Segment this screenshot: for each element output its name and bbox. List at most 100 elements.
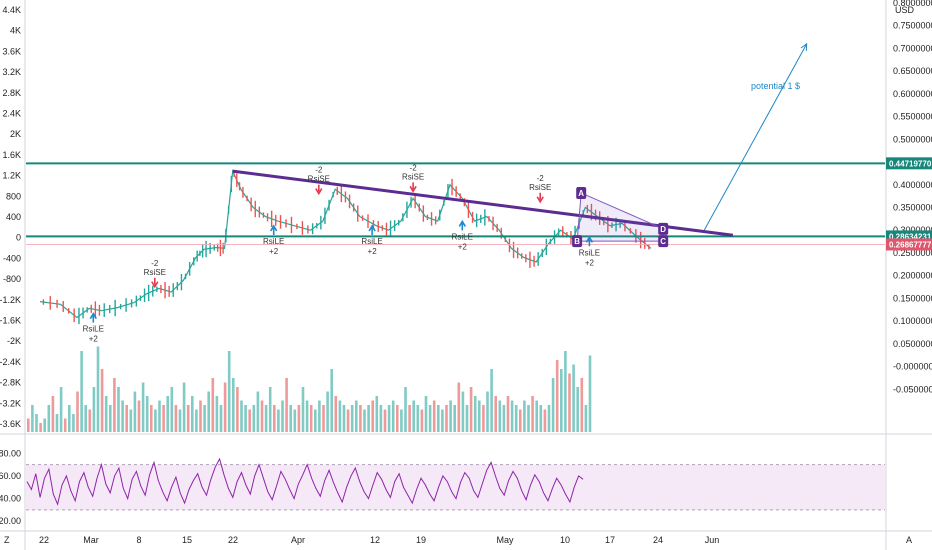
volume-bar — [232, 378, 235, 432]
time-axis-tick: 8 — [136, 535, 141, 545]
volume-bar — [506, 396, 510, 432]
volume-bar — [314, 409, 317, 432]
volume-bar — [211, 378, 215, 432]
volume-bar — [162, 405, 165, 432]
left-axis-tick: 3.2K — [2, 67, 21, 77]
volume-bar — [424, 396, 428, 432]
volume-bar — [137, 400, 141, 432]
time-axis-tick: 22 — [228, 535, 238, 545]
volume-bar — [129, 409, 133, 432]
pattern-point-label: D — [660, 225, 666, 234]
volume-bar — [281, 400, 284, 432]
price-axis-tick: 0.30000000 — [893, 225, 932, 235]
volume-bar — [301, 387, 305, 432]
buy-signal-arrow — [585, 235, 594, 247]
rsi-axis-tick: 40.00 — [0, 494, 21, 504]
volume-bar — [223, 382, 227, 432]
rsi-line — [26, 457, 584, 506]
volume-bar — [322, 405, 325, 432]
volume-bar — [551, 378, 555, 432]
volume-bar — [510, 400, 514, 432]
rsi-axis-tick: 60.00 — [0, 471, 21, 481]
signal-name: RsiLE — [579, 248, 600, 257]
volume-bar — [68, 405, 71, 432]
volume-bar — [117, 387, 120, 432]
price-axis-tick: 0.35000000 — [893, 203, 932, 213]
volume-bar — [502, 405, 506, 432]
volume-bar — [285, 378, 288, 432]
time-axis-tick: 24 — [653, 535, 663, 545]
volume-bar — [268, 387, 272, 432]
rsi-axis-tick: 20.00 — [0, 516, 21, 526]
volume-bar — [309, 405, 313, 432]
buy-signal-arrow — [458, 219, 466, 231]
volume-bar — [461, 391, 465, 432]
volume-bar — [391, 400, 395, 432]
buy-signal-arrow — [270, 224, 278, 235]
time-axis-tick: Apr — [291, 535, 305, 545]
volume-bar — [158, 400, 161, 432]
signal-value: +2 — [269, 247, 279, 256]
volume-bar — [186, 405, 190, 432]
signal-name: RsiSE — [402, 172, 424, 181]
volume-bar — [297, 405, 301, 432]
volume-bar — [59, 387, 63, 432]
time-axis-tick: 15 — [182, 535, 192, 545]
pattern-point-label: C — [660, 237, 666, 246]
volume-bar — [76, 391, 79, 432]
volume-bar — [560, 369, 563, 432]
volume-bar — [519, 409, 522, 432]
signal-name: RsiLE — [361, 237, 382, 246]
volume-bar — [428, 405, 432, 432]
volume-bar — [55, 414, 59, 432]
volume-bar — [494, 396, 497, 432]
volume-bar — [432, 400, 436, 432]
buy-signal-arrow — [89, 312, 97, 323]
volume-bar — [199, 400, 202, 432]
volume-bar — [457, 382, 461, 432]
volume-bar — [113, 378, 116, 432]
time-axis-tick: 17 — [605, 535, 615, 545]
signal-name: RsiSE — [529, 183, 551, 192]
volume-bar — [170, 387, 174, 432]
time-axis-tick: 12 — [370, 535, 380, 545]
zoom-z-button[interactable]: Z — [4, 535, 10, 545]
volume-bar — [166, 396, 169, 432]
auto-scale-button[interactable]: A — [906, 535, 912, 545]
signal-value: -2 — [537, 174, 545, 183]
volume-bar — [555, 360, 559, 432]
volume-bar — [498, 400, 502, 432]
left-axis-tick: 4K — [10, 26, 21, 36]
volume-bar — [572, 364, 575, 432]
rsi-axis-tick: 80.00 — [0, 448, 21, 458]
volume-bar — [449, 400, 452, 432]
signal-value: +2 — [458, 242, 468, 251]
price-axis-tick: 0.15000000 — [893, 293, 932, 303]
left-axis-tick: -400 — [3, 253, 21, 263]
volume-bar — [252, 405, 256, 432]
level-price-label: 0.44719770 — [889, 159, 932, 168]
volume-bar — [359, 405, 362, 432]
pattern-point-marker — [658, 222, 669, 235]
volume-bar — [227, 351, 231, 432]
projection-arrow-line — [703, 43, 808, 231]
time-axis-tick: 10 — [560, 535, 570, 545]
price-axis-tick: 0.80000000 — [893, 0, 932, 8]
volume-bar — [580, 378, 584, 432]
volume-bar — [588, 355, 592, 432]
volume-bar — [367, 405, 370, 432]
sell-signal-arrow — [409, 182, 417, 193]
volume-bar — [441, 409, 444, 432]
volume-bar — [203, 405, 206, 432]
volume-bar — [84, 405, 87, 432]
volume-bar — [531, 396, 534, 432]
volume-bar — [547, 405, 551, 432]
volume-bar — [514, 405, 518, 432]
volume-bar — [564, 351, 567, 432]
signal-name: RsiLE — [83, 325, 104, 334]
volume-bar — [277, 409, 280, 432]
signal-name: RsiLE — [263, 237, 284, 246]
volume-bar — [174, 405, 178, 432]
volume-bar — [527, 405, 530, 432]
price-axis-tick: 0.65000000 — [893, 66, 932, 76]
